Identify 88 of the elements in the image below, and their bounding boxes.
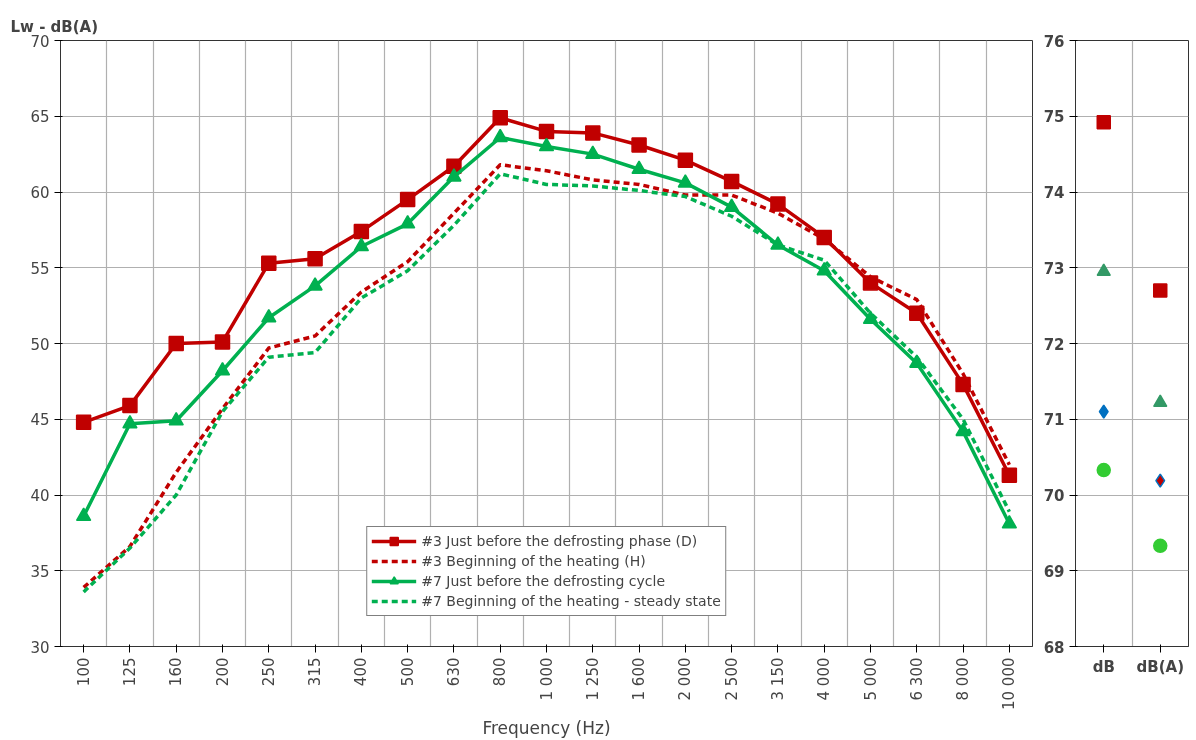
- y-tick-label: 71: [1043, 411, 1065, 430]
- y-tick-label: 50: [30, 335, 50, 354]
- x-tick-label: 315: [306, 657, 325, 687]
- x-tick-label: 4 000: [815, 657, 834, 701]
- y-tick-label: 55: [30, 259, 50, 278]
- point: [122, 414, 138, 429]
- point: [492, 128, 508, 143]
- y-tick-label: 68: [1043, 638, 1065, 657]
- point: [75, 414, 92, 431]
- point: [1001, 514, 1018, 529]
- point: [307, 277, 323, 291]
- point: [261, 255, 277, 271]
- legend-label: #7 Beginning of the heating - steady state: [421, 593, 721, 609]
- point: [1153, 394, 1168, 408]
- point: [492, 110, 508, 126]
- y-tick-label: 73: [1043, 259, 1065, 278]
- point: [399, 214, 416, 229]
- point: [168, 411, 184, 426]
- y-tick-label: 72: [1043, 335, 1065, 354]
- x-tick-label: 2 500: [722, 657, 741, 701]
- x-tick-label: 250: [259, 657, 278, 687]
- point: [631, 160, 647, 175]
- x-tick-label: 1 250: [583, 657, 602, 701]
- point: [723, 198, 740, 212]
- point: [1153, 283, 1168, 298]
- x-tick-label: 3 150: [768, 657, 787, 701]
- point: [538, 137, 555, 152]
- point: [677, 174, 694, 188]
- x-axis-title: Frequency (Hz): [482, 717, 611, 738]
- x-tick-label: 200: [213, 657, 232, 687]
- legend-label: #3 Just before the defrosting phase (D): [421, 533, 698, 549]
- point: [353, 223, 370, 240]
- point: [75, 507, 92, 521]
- x-tick-label: 1 600: [630, 657, 649, 701]
- point: [214, 334, 231, 350]
- point: [816, 261, 832, 276]
- x-tick-label: 160: [167, 657, 186, 687]
- x-tick-label: 400: [352, 657, 371, 687]
- x-tick-label: 500: [398, 657, 417, 687]
- x-tick-label: 2 000: [676, 657, 695, 701]
- x-tick-label: dB: [1092, 657, 1115, 676]
- point: [399, 191, 416, 208]
- y-tick-label: 65: [30, 108, 50, 127]
- point: [1001, 467, 1018, 484]
- point: [122, 397, 138, 414]
- point: [862, 275, 879, 291]
- x-tick-label: 10 000: [1000, 657, 1019, 710]
- y-tick-label: 69: [1043, 562, 1065, 581]
- legend-label: #7 Just before the defrosting cycle: [421, 573, 665, 589]
- x-tick-label: 5 000: [861, 657, 880, 701]
- x-tick-label: 6 300: [907, 657, 926, 701]
- point: [353, 237, 370, 252]
- point: [909, 305, 925, 321]
- x-tick-label: 800: [491, 657, 510, 687]
- point: [955, 376, 971, 393]
- point: [261, 308, 277, 323]
- y-tick-label: 74: [1043, 184, 1065, 202]
- point: [446, 168, 462, 182]
- y-tick-label: 45: [30, 411, 50, 430]
- y-tick-label: 40: [30, 487, 50, 505]
- y-tick-label: 75: [1043, 108, 1065, 127]
- point: [1098, 404, 1109, 419]
- x-tick-label: 630: [444, 657, 463, 687]
- y-tick-label: 76: [1043, 32, 1065, 51]
- y-tick-label: 30: [30, 638, 50, 657]
- y-tick-label: 60: [30, 184, 50, 202]
- point: [1153, 538, 1168, 553]
- point: [723, 173, 740, 190]
- x-tick-label: dB(A): [1136, 657, 1184, 676]
- point: [585, 125, 601, 141]
- x-tick-label: 1 000: [537, 657, 556, 701]
- x-tick-label: 8 000: [954, 657, 973, 701]
- point: [307, 250, 323, 267]
- legend-label: #3 Beginning of the heating (H): [421, 553, 646, 569]
- point: [677, 152, 694, 168]
- point: [631, 137, 647, 153]
- y-tick-label: 35: [30, 562, 50, 581]
- point: [585, 145, 601, 159]
- point: [770, 196, 786, 212]
- y-tick-label: 70: [1043, 487, 1065, 505]
- point: [1096, 263, 1111, 277]
- x-tick-label: 125: [120, 657, 139, 687]
- point: [1096, 115, 1111, 130]
- point: [538, 123, 555, 140]
- x-tick-label: 100: [74, 657, 93, 687]
- point: [1096, 462, 1111, 478]
- point: [214, 361, 231, 376]
- point: [168, 335, 184, 352]
